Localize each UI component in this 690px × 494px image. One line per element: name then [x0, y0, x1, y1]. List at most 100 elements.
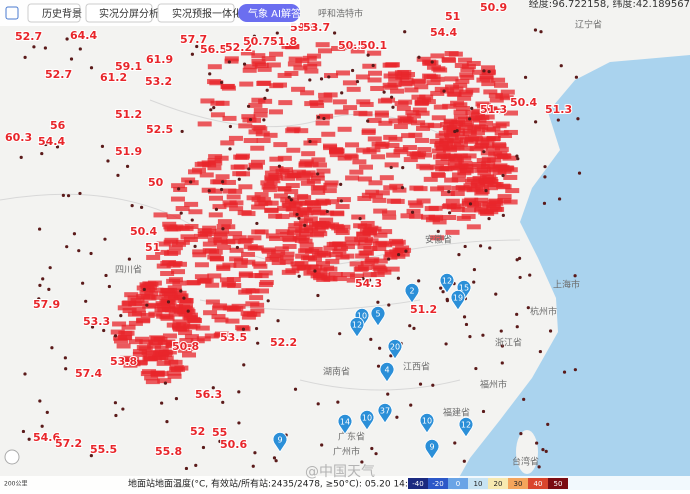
- station-blob: [263, 132, 278, 138]
- colorbar-tick: -40: [412, 480, 423, 488]
- station-blob: [140, 283, 155, 289]
- marker-label: 9: [277, 436, 282, 445]
- station-blob: [466, 224, 481, 230]
- station-dot: [182, 296, 186, 300]
- station-blob: [268, 174, 283, 180]
- ai-button[interactable]: [238, 4, 300, 22]
- station-blob: [411, 120, 426, 126]
- button-label[interactable]: 历史背景: [42, 7, 82, 20]
- station-blob: [427, 123, 442, 129]
- station-dot: [316, 172, 320, 176]
- station-dot: [522, 397, 526, 401]
- station-blob: [454, 62, 469, 68]
- marker-pin: [450, 289, 466, 311]
- station-blob: [459, 168, 474, 174]
- station-blob: [325, 258, 340, 264]
- station-dot: [556, 118, 560, 122]
- station-blob: [139, 339, 154, 345]
- station-blob: [146, 254, 161, 260]
- ai-label[interactable]: 气象 AI解答: [248, 7, 301, 20]
- station-blob: [213, 303, 228, 309]
- button-label[interactable]: 实况预报一体化: [172, 7, 242, 20]
- station-blob: [162, 221, 177, 227]
- station-blob: [381, 97, 396, 103]
- station-dot: [453, 129, 457, 134]
- station-blob: [229, 256, 244, 262]
- station-blob: [121, 324, 136, 330]
- button[interactable]: [157, 3, 235, 23]
- station-dot: [371, 63, 375, 68]
- station-blob: [300, 255, 315, 261]
- station-blob: [482, 127, 497, 133]
- colorbar-cell: [528, 478, 548, 489]
- station-blob: [307, 61, 322, 67]
- button[interactable]: [27, 3, 81, 23]
- station-blob: [257, 80, 272, 86]
- station-blob: [249, 295, 264, 301]
- station-blob: [215, 174, 230, 180]
- station-blob: [414, 137, 429, 143]
- station-blob: [258, 270, 273, 276]
- colorbar-tick: -20: [432, 480, 443, 488]
- station-dot: [468, 202, 473, 206]
- station-blob: [166, 262, 181, 268]
- button[interactable]: [85, 3, 153, 23]
- station-blob: [202, 225, 217, 231]
- station-blob: [435, 145, 450, 151]
- station-blob: [367, 117, 382, 123]
- station-blob: [304, 161, 319, 167]
- temperature-label: 57.2: [55, 437, 82, 450]
- station-blob: [222, 200, 237, 206]
- station-blob: [503, 199, 518, 205]
- station-blob: [505, 188, 520, 194]
- station-dot: [327, 75, 331, 79]
- station-dot: [574, 75, 579, 79]
- place-label: 江西省: [403, 361, 430, 373]
- locate-button[interactable]: [4, 449, 20, 465]
- station-blob: [381, 210, 396, 216]
- station-dot: [501, 108, 505, 112]
- station-blob: [336, 224, 351, 230]
- station-blob: [155, 249, 170, 255]
- station-blob: [144, 375, 159, 381]
- station-blob: [503, 174, 518, 180]
- station-dot: [84, 299, 88, 303]
- station-blob: [224, 58, 239, 64]
- station-blob: [333, 245, 348, 251]
- station-blob: [254, 192, 269, 198]
- marker-pin: [424, 438, 440, 460]
- station-dot: [389, 165, 393, 170]
- station-blob: [170, 196, 185, 202]
- station-dot: [543, 165, 547, 169]
- station-dot: [184, 466, 189, 471]
- station-blob: [253, 126, 268, 132]
- station-blob: [358, 164, 373, 170]
- station-dot: [441, 290, 445, 294]
- station-blob: [430, 235, 445, 241]
- station-blob: [386, 152, 401, 158]
- station-blob: [351, 214, 366, 220]
- station-blob: [437, 185, 452, 191]
- station-blob: [208, 212, 223, 218]
- station-blob: [122, 308, 137, 314]
- station-dot: [125, 164, 130, 168]
- station-blob: [215, 100, 230, 106]
- watermark: @中国天气: [305, 464, 375, 480]
- station-blob: [412, 107, 427, 113]
- grid-icon[interactable]: [5, 6, 19, 20]
- temperature-label: 52.5: [146, 123, 173, 136]
- station-blob: [462, 153, 477, 159]
- station-blob: [423, 176, 438, 182]
- station-blob: [385, 251, 400, 257]
- station-blob: [489, 97, 504, 103]
- button-label[interactable]: 实况分屏分析: [99, 7, 159, 20]
- station-blob: [461, 213, 476, 219]
- station-blob: [239, 81, 254, 87]
- station-blob: [409, 213, 424, 219]
- temperature-label: 50.5: [338, 39, 365, 52]
- station-dot: [227, 60, 231, 64]
- station-dot: [114, 413, 118, 418]
- place-label: 湖南省: [323, 366, 350, 378]
- station-blob: [362, 63, 377, 69]
- station-dot: [500, 344, 504, 348]
